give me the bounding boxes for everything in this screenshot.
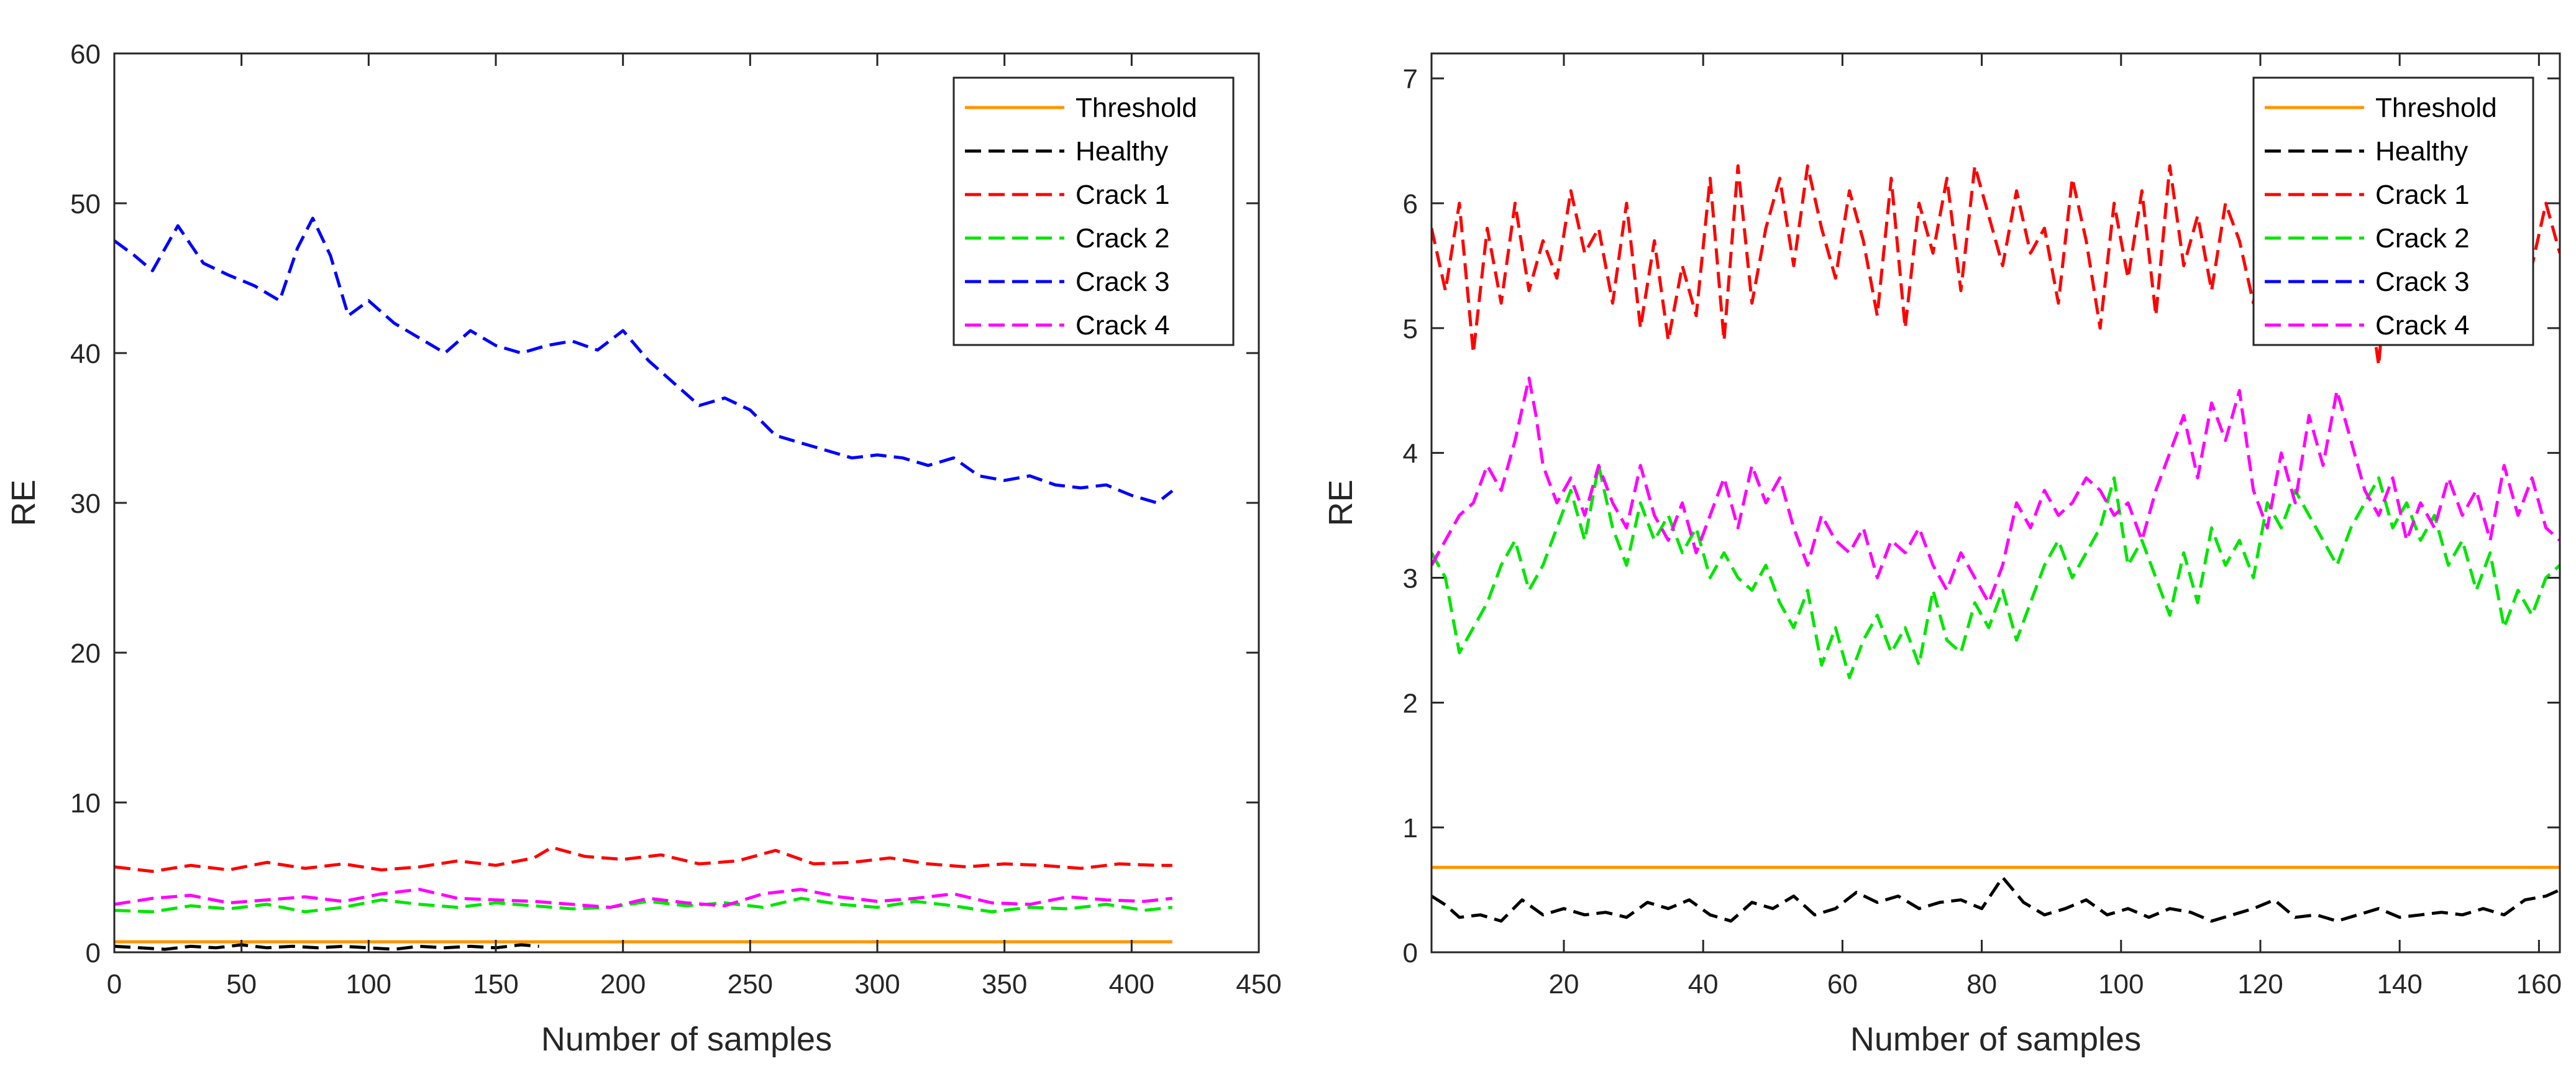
data-layer bbox=[114, 216, 1174, 951]
legend-box bbox=[2252, 76, 2534, 346]
legend: Threshold Healthy Crack 1 Crack 2 Crack 3 Cra… bbox=[952, 76, 1235, 346]
x-tick-label: 40 bbox=[1688, 969, 1719, 1000]
x-tick-label: 50 bbox=[226, 969, 257, 1000]
legend-label-healthy: Healthy bbox=[2375, 136, 2468, 167]
legend-label-crack-3: Crack 3 bbox=[1076, 267, 1170, 297]
chart-left: 0 50 100 150 200 250 300 350 400 450 0 10 20 30 40 50 60… bbox=[5, 39, 1282, 1058]
x-tick-label: 140 bbox=[2377, 969, 2422, 1000]
x-tick-label: 80 bbox=[1966, 969, 1997, 1000]
y-axis-label: RE bbox=[1322, 479, 1359, 526]
series-line-healthy bbox=[114, 943, 539, 951]
series-line-crack-4 bbox=[114, 888, 1173, 909]
axes-frame bbox=[1430, 52, 2561, 954]
y-tick-label: 3 bbox=[1403, 564, 1418, 594]
y-tick-label: 30 bbox=[70, 489, 101, 519]
legend-label-crack-4: Crack 4 bbox=[1076, 310, 1170, 341]
series-line-healthy bbox=[1432, 876, 2560, 923]
series-line-crack-3 bbox=[114, 216, 1174, 505]
chart-right: 20 40 60 80 100 120 140 160 0 1 2 3 4 5 6 7 Number of sa… bbox=[1322, 52, 2562, 1058]
legend-label-threshold: Threshold bbox=[2375, 93, 2497, 123]
legend-label-crack-1: Crack 1 bbox=[1076, 180, 1170, 210]
legend-label-healthy: Healthy bbox=[1076, 136, 1168, 167]
x-tick-label: 160 bbox=[2516, 969, 2562, 1000]
x-axis-label: Number of samples bbox=[1850, 1021, 2141, 1058]
legend: Threshold Healthy Crack 1 Crack 2 Crack 3 Cra… bbox=[2252, 76, 2534, 346]
legend-label-crack-2: Crack 2 bbox=[2375, 223, 2470, 254]
x-tick-label: 250 bbox=[728, 969, 773, 1000]
series-line-crack-2 bbox=[114, 896, 1173, 914]
y-tick-label: 50 bbox=[70, 189, 101, 219]
legend-label-crack-4: Crack 4 bbox=[2375, 310, 2470, 341]
legend-label-crack-3: Crack 3 bbox=[2375, 267, 2470, 297]
x-tick-label: 20 bbox=[1549, 969, 1579, 1000]
x-tick-label: 400 bbox=[1109, 969, 1154, 1000]
x-tick-label: 300 bbox=[854, 969, 900, 1000]
x-tick-label: 100 bbox=[2098, 969, 2144, 1000]
x-tick-label: 120 bbox=[2237, 969, 2283, 1000]
y-tick-label: 7 bbox=[1403, 64, 1418, 94]
legend-label-crack-1: Crack 1 bbox=[2375, 180, 2470, 210]
x-tick-label: 60 bbox=[1827, 969, 1858, 1000]
x-tick-label: 150 bbox=[473, 969, 518, 1000]
y-tick-label: 0 bbox=[86, 938, 101, 968]
legend-label-threshold: Threshold bbox=[1076, 93, 1197, 123]
y-tick-label: 6 bbox=[1403, 189, 1418, 219]
y-tick-label: 5 bbox=[1403, 314, 1418, 344]
y-tick-label: 40 bbox=[70, 339, 101, 369]
y-tick-label: 20 bbox=[70, 638, 101, 669]
y-axis-label: RE bbox=[5, 479, 42, 526]
legend-box bbox=[952, 76, 1235, 346]
y-tick-label: 4 bbox=[1403, 439, 1418, 469]
x-tick-label: 450 bbox=[1236, 969, 1281, 1000]
x-tick-label: 100 bbox=[346, 969, 391, 1000]
legend-label-crack-2: Crack 2 bbox=[1076, 223, 1170, 254]
y-tick-label: 10 bbox=[70, 788, 101, 819]
y-tick-label: 0 bbox=[1403, 938, 1418, 968]
y-tick-label: 60 bbox=[70, 39, 101, 70]
series-line-crack-2 bbox=[1432, 464, 2560, 679]
x-tick-label: 350 bbox=[982, 969, 1027, 1000]
series-line-crack-1 bbox=[114, 845, 1172, 873]
y-tick-label: 2 bbox=[1403, 688, 1418, 719]
series-line-crack-4 bbox=[1432, 376, 2560, 605]
x-axis-label: Number of samples bbox=[541, 1021, 832, 1058]
x-tick-label: 200 bbox=[600, 969, 646, 1000]
x-tick-label: 0 bbox=[107, 969, 122, 1000]
y-tick-label: 1 bbox=[1403, 813, 1418, 843]
